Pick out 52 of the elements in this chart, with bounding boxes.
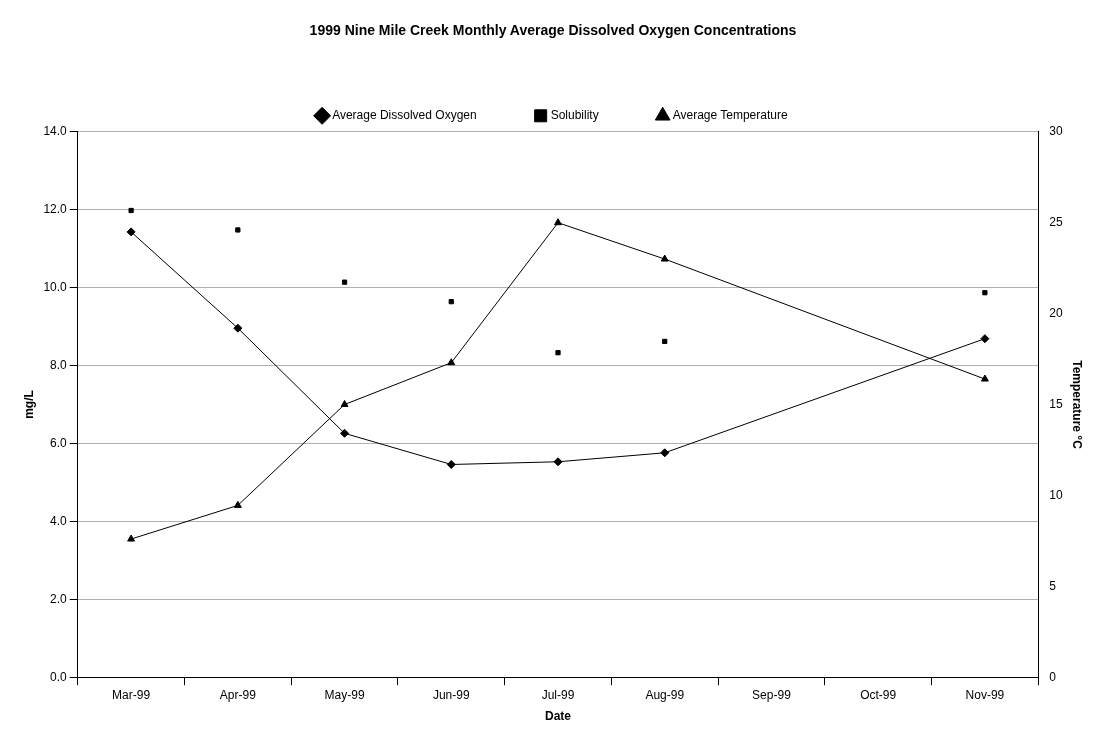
y2-axis-title: Temperature °C [1070, 360, 1085, 450]
point [446, 459, 456, 469]
point [233, 500, 242, 508]
y2-tick-label: 25 [1049, 215, 1063, 230]
y2-tick-label: 5 [1049, 578, 1057, 593]
y-tick-label: 6.0 [50, 435, 68, 450]
point [127, 534, 136, 542]
y-tick-label: 4.0 [50, 513, 68, 528]
point [340, 400, 349, 407]
point [128, 207, 134, 214]
x-tick-label: Jul-99 [541, 687, 575, 702]
chart-title: 1999 Nine Mile Creek Monthly Average Dissolved Oxygen Concentrations [309, 22, 797, 39]
y2-tick-label: 15 [1049, 396, 1063, 411]
point [126, 227, 136, 237]
x-tick-label: Mar-99 [112, 687, 151, 702]
point [660, 254, 669, 262]
point [980, 334, 990, 344]
y2-tick-label: 0 [1049, 669, 1057, 684]
point [447, 358, 456, 366]
y2-tick-label: 30 [1049, 124, 1063, 139]
legend-label: Solubility [550, 108, 599, 123]
y2-tick-label: 10 [1049, 487, 1063, 502]
x-tick-label: Sep-99 [752, 687, 792, 702]
y-tick-label: 8.0 [50, 357, 68, 372]
point [341, 279, 348, 285]
point [982, 290, 988, 296]
y-tick-label: 10.0 [43, 279, 68, 294]
y-tick-label: 14.0 [43, 124, 68, 139]
y-tick-label: 0.0 [50, 669, 68, 684]
point [340, 428, 350, 438]
x-tick-label: Aug-99 [645, 687, 685, 702]
y2-tick-label: 20 [1049, 305, 1063, 320]
point [233, 323, 243, 333]
x-tick-label: Oct-99 [860, 687, 897, 702]
y-tick-label: 2.0 [50, 591, 68, 606]
y-axis-title: mg/L [21, 390, 36, 419]
point [554, 218, 562, 226]
point [660, 448, 670, 458]
point [980, 374, 989, 382]
y-tick-label: 12.0 [43, 202, 68, 217]
point [448, 299, 454, 305]
point [553, 457, 563, 467]
point [235, 227, 241, 233]
legend-label: Average Temperature [672, 108, 788, 123]
x-tick-label: Nov-99 [965, 687, 1005, 702]
legend-label: Average Dissolved Oxygen [332, 108, 477, 123]
x-tick-label: Apr-99 [219, 687, 257, 702]
x-tick-label: May-99 [324, 687, 365, 702]
x-axis-title: Date [545, 709, 572, 724]
point [555, 350, 561, 356]
x-tick-label: Jun-99 [432, 687, 470, 702]
point [662, 338, 668, 345]
